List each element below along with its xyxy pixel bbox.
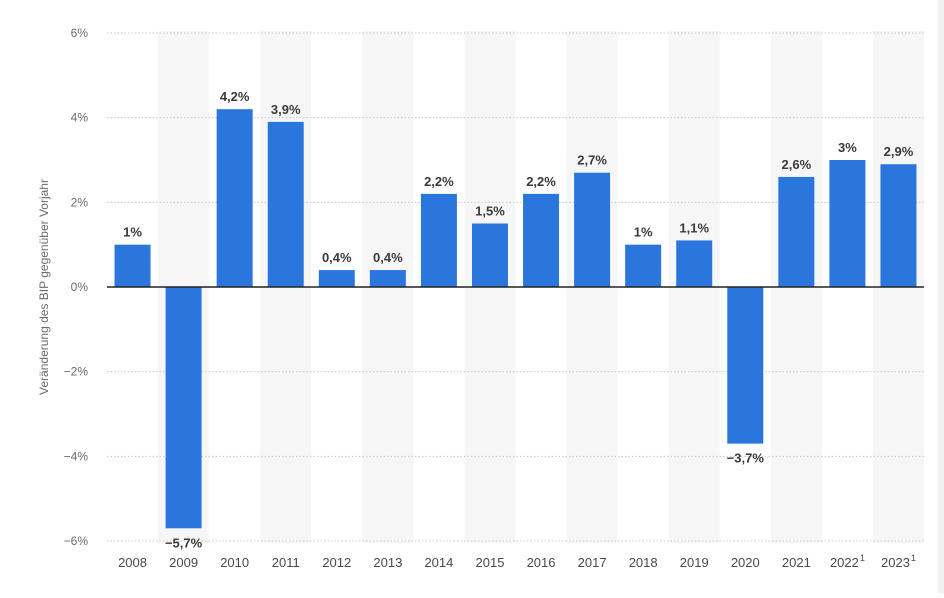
data-label-2019: 1,1% [679, 220, 709, 235]
data-label-2014: 2,2% [424, 174, 454, 189]
bar-2009 [165, 287, 202, 529]
bar-2018 [625, 244, 662, 287]
bar-2021 [778, 176, 815, 287]
bar-2022 [829, 160, 866, 287]
bar-2014 [420, 193, 457, 287]
y-tick-label: 2% [71, 195, 89, 209]
x-tick-label: 2012 [322, 555, 351, 570]
data-label-2008: 1% [123, 225, 142, 240]
x-tick-label: 2011 [272, 555, 300, 570]
x-tick-label: 2008 [118, 555, 147, 570]
data-label-2017: 2,7% [577, 153, 607, 168]
x-tick-label: 2020 [731, 555, 760, 570]
x-tick-label: 2017 [578, 555, 607, 570]
y-tick-labels: 6% 4% 2% 0% −2% −4% −6% [64, 26, 89, 548]
bars [114, 109, 917, 529]
data-label-2018: 1% [634, 225, 653, 240]
bar-2012 [318, 270, 355, 287]
x-tick-label: 2010 [220, 555, 249, 570]
x-tick-label: 2009 [169, 555, 198, 570]
bar-2016 [523, 193, 560, 287]
bar-2020 [727, 287, 764, 444]
data-label-2011: 3,9% [271, 102, 301, 117]
data-labels: 1% −5,7% 4,2% 3,9% 0,4% 0,4% 2,2% 1,5% 2,2% 2,7% 1… [123, 89, 914, 550]
data-label-2016: 2,2% [526, 174, 556, 189]
bar-2019 [676, 240, 713, 287]
data-label-2015: 1,5% [475, 204, 505, 219]
x-tick-label: 2021 [782, 555, 811, 570]
x-tick-label: 2016 [527, 555, 556, 570]
y-tick-label: 6% [71, 26, 89, 40]
x-tick-label: 20231 [881, 553, 916, 570]
bar-2023 [880, 164, 917, 287]
y-tick-label: −4% [64, 449, 89, 463]
data-label-2023: 2,9% [884, 144, 914, 159]
x-tick-label: 2013 [373, 555, 402, 570]
bar-2013 [369, 270, 406, 287]
data-label-2021: 2,6% [782, 157, 812, 172]
data-label-2009: −5,7% [165, 535, 203, 550]
data-label-2020: −3,7% [727, 451, 765, 466]
edge-shade [938, 0, 944, 593]
y-tick-label: 0% [71, 280, 89, 294]
x-tick-label: 2019 [680, 555, 709, 570]
bar-2010 [216, 109, 253, 287]
x-tick-label: 2018 [629, 555, 658, 570]
y-tick-label: −2% [64, 365, 89, 379]
data-label-2012: 0,4% [322, 250, 352, 265]
x-tick-label: 2015 [476, 555, 505, 570]
x-tick-label: 20221 [830, 553, 865, 570]
bar-2017 [574, 172, 611, 287]
bar-2015 [471, 223, 508, 287]
y-axis-label: Veränderung des BIP gegenüber Vorjahr [37, 179, 51, 395]
x-tick-label: 2014 [424, 555, 453, 570]
bar-2008 [114, 244, 151, 287]
data-label-2013: 0,4% [373, 250, 403, 265]
y-tick-label: 4% [71, 111, 89, 125]
data-label-2010: 4,2% [220, 89, 250, 104]
bar-2011 [267, 121, 304, 288]
y-tick-label: −6% [64, 534, 89, 548]
x-tick-labels: 2008 2009 2010 2011 2012 2013 2014 2015 2016 2017… [118, 553, 916, 570]
data-label-2022: 3% [838, 140, 857, 155]
